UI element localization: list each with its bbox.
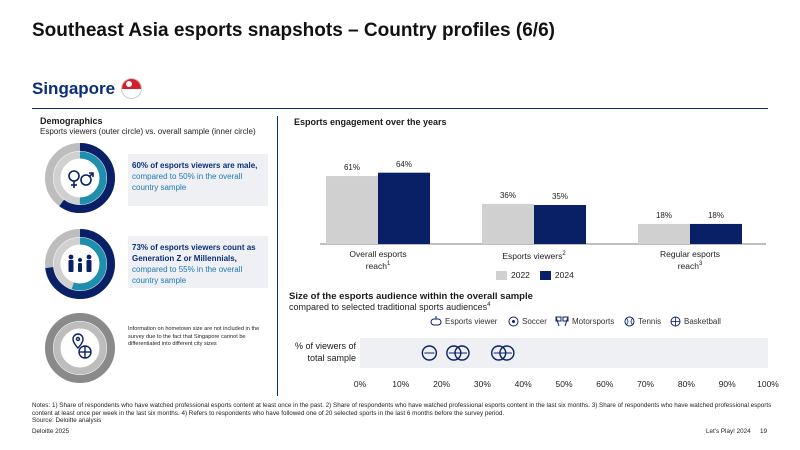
bar-value-label: 18% [655, 210, 672, 220]
generation-donut [45, 229, 115, 299]
engagement-heading: Esports engagement over the years [294, 117, 447, 127]
bar-value-label: 61% [343, 163, 360, 173]
gender-donut [45, 143, 115, 213]
footer-right: Let's Play! 2024 [706, 428, 751, 435]
generation-card-bold: 73% of esports viewers count as Generati… [132, 243, 256, 263]
legend-label-2024: 2024 [554, 270, 574, 280]
footer-left: Deloitte 2025 [32, 428, 70, 435]
tennis-ball-icon [624, 316, 635, 327]
hometown-note: Information on hometown size are not inc… [128, 326, 260, 347]
location-globe-icon [72, 333, 92, 359]
legend-swatch-2024 [539, 270, 551, 280]
soccer-ball-icon [508, 316, 519, 327]
dot-esports-viewer [499, 345, 515, 361]
engagement-bar-chart [320, 172, 766, 245]
legend-swatch-2022 [496, 270, 507, 280]
bar-value-label: 35% [551, 192, 568, 201]
notes-text: Notes: 1) Share of respondents who have … [32, 402, 772, 417]
x-tick-label: 20% [433, 379, 451, 389]
vertical-divider [277, 116, 278, 396]
source-text: Source: Deloitte analysis [32, 417, 102, 425]
x-tick-label: 0% [353, 379, 367, 389]
audience-heading: Size of the esports audience within the … [289, 291, 533, 302]
x-tick-label: 50% [555, 379, 573, 389]
country-name: Singapore [32, 78, 116, 98]
gender-card-bold: 60% of esports viewers are male, [132, 161, 258, 170]
bar-2024-1 [534, 205, 586, 244]
bar-category-label: Regular esports reach3 [659, 249, 720, 271]
bar-2022-2 [638, 223, 690, 244]
gender-inner-arc [53, 151, 107, 205]
generation-outer-arc [45, 229, 115, 299]
footnotes: Notes: 1) Share of respondents who have … [32, 402, 772, 425]
x-tick-label: 80% [677, 379, 695, 389]
hometown-donut [45, 313, 115, 383]
legend-tennis: Tennis [624, 316, 661, 327]
bar-2024-2 [690, 223, 742, 244]
bar-value-label: 18% [707, 210, 724, 220]
bar-category-label: Overall esports reach1 [349, 249, 407, 271]
demographics-subheading: Esports viewers (outer circle) vs. overa… [40, 127, 256, 136]
demographics-heading: Demographics [40, 116, 103, 126]
x-tick-label: 100% [757, 379, 779, 389]
generation-card: 73% of esports viewers count as Generati… [128, 236, 268, 288]
page-title: Southeast Asia esports snapshots – Count… [32, 20, 555, 41]
x-tick-label: 60% [596, 379, 614, 389]
x-tick-label: 70% [637, 379, 655, 389]
header-divider [32, 108, 768, 109]
bar-category-label: Esports viewers2 [502, 250, 566, 261]
generation-card-rest: compared to 55% in the overall country s… [132, 265, 243, 285]
generation-inner-arc [53, 237, 107, 291]
audience-dot-chart [421, 345, 515, 361]
gender-outer-arc [45, 143, 115, 213]
bar-2022-0 [326, 176, 378, 244]
gender-card: 60% of esports viewers are male, compare… [128, 154, 268, 206]
country-heading: Singapore [32, 78, 143, 99]
page-number: 19 [760, 428, 768, 435]
dot-soccer [454, 345, 470, 361]
bar-value-label: 36% [499, 190, 516, 200]
engagement-legend: 2022 2024 [496, 270, 574, 280]
racing-flags-icon [555, 316, 569, 327]
x-tick-label: 30% [473, 379, 491, 389]
people-group-icon [68, 254, 92, 272]
x-tick-label: 10% [392, 379, 410, 389]
gamepad-icon [430, 316, 442, 326]
gender-symbols-icon [68, 170, 94, 188]
dot-tennis [421, 345, 438, 361]
legend-soccer: Soccer [508, 316, 547, 327]
legend-basketball: Basketball [670, 316, 721, 327]
bar-2024-0 [378, 172, 430, 244]
audience-row-label: % of viewers of total sample [294, 341, 356, 363]
legend-esports-viewer: Esports viewer [430, 316, 497, 326]
x-tick-label: 90% [718, 379, 736, 389]
audience-subheading: compared to selected traditional sports … [289, 302, 491, 312]
legend-motorsports: Motorsports [555, 316, 614, 327]
legend-label-2022: 2022 [511, 270, 530, 280]
bar-value-label: 64% [395, 159, 412, 169]
gender-card-rest: compared to 50% in the overall country s… [132, 172, 243, 192]
basketball-icon [670, 316, 681, 327]
bar-2022-1 [482, 203, 534, 244]
x-tick-label: 40% [514, 379, 532, 389]
singapore-flag-icon [121, 78, 143, 99]
